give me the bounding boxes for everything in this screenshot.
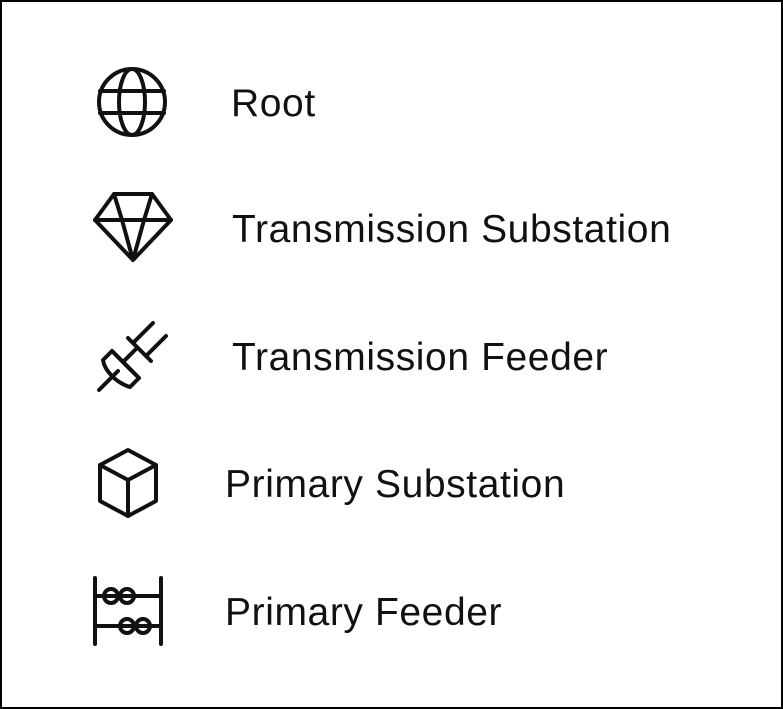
globe-icon <box>95 65 169 139</box>
legend-item-root: Root <box>2 57 781 147</box>
abacus-icon <box>91 574 165 648</box>
legend-item-transmission-substation: Transmission Substation <box>2 185 781 275</box>
legend-label-primary-substation: Primary Substation <box>225 463 566 506</box>
legend-label-primary-feeder: Primary Feeder <box>225 591 503 634</box>
legend-label-root: Root <box>231 82 316 125</box>
legend-label-transmission-substation: Transmission Substation <box>232 208 672 251</box>
legend-label-transmission-feeder: Transmission Feeder <box>232 336 609 379</box>
diamond-icon <box>92 190 174 264</box>
legend-item-transmission-feeder: Transmission Feeder <box>2 313 781 403</box>
cube-icon <box>96 446 160 520</box>
legend-item-primary-feeder: Primary Feeder <box>2 569 781 659</box>
legend-item-primary-substation: Primary Substation <box>2 441 781 531</box>
plug-icon <box>96 318 172 394</box>
